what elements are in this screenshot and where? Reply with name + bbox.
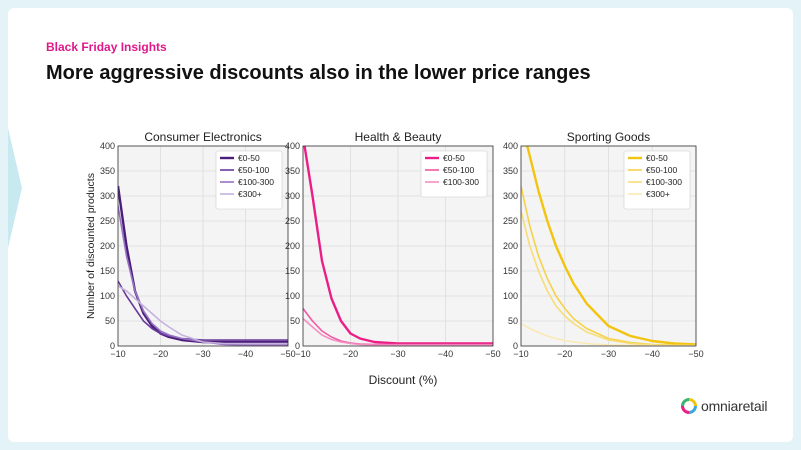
slide-title: More aggressive discounts also in the lo… <box>46 62 591 84</box>
y-tick-label: 400 <box>285 141 300 151</box>
series-line <box>118 280 288 341</box>
y-tick-label: 200 <box>100 241 115 251</box>
series-line <box>521 322 696 346</box>
series-line <box>303 146 493 345</box>
x-tick-label: −10 <box>110 349 125 359</box>
x-tick-label: −20 <box>557 349 572 359</box>
series-group <box>303 146 493 346</box>
y-tick-label: 50 <box>290 316 300 326</box>
series-line <box>118 205 288 346</box>
legend-label: €0-50 <box>238 153 260 163</box>
series-group <box>118 185 288 346</box>
legend-label: €0-50 <box>443 153 465 163</box>
x-tick-label: −40 <box>438 349 453 359</box>
chart-panel <box>117 145 289 347</box>
legend-label: €100-300 <box>443 177 479 187</box>
y-tick-label: 150 <box>503 266 518 276</box>
y-tick-label: 300 <box>503 191 518 201</box>
series-line <box>118 285 288 345</box>
y-tick-label: 250 <box>503 216 518 226</box>
legend-label: €50-100 <box>238 165 269 175</box>
x-tick-label: −50 <box>688 349 703 359</box>
y-tick-label: 350 <box>100 166 115 176</box>
x-tick-label: −40 <box>238 349 253 359</box>
plot-frame <box>302 145 494 347</box>
plot-frame <box>520 145 697 347</box>
panel-title: Consumer Electronics <box>144 130 261 144</box>
x-tick-label: −10 <box>295 349 310 359</box>
chart-panel <box>302 145 494 347</box>
y-axis-label: Number of discounted products <box>85 173 97 319</box>
y-tick-label: 50 <box>508 316 518 326</box>
x-tick-label: −30 <box>601 349 616 359</box>
panel-title: Health & Beauty <box>355 130 442 144</box>
x-tick-label: −30 <box>390 349 405 359</box>
y-tick-label: 100 <box>503 291 518 301</box>
y-tick-label: 0 <box>110 341 115 351</box>
y-tick-label: 150 <box>100 266 115 276</box>
chart-panel <box>520 145 697 347</box>
y-tick-label: 400 <box>503 141 518 151</box>
brand-logo-text: omniaretail <box>701 398 768 414</box>
series-line <box>303 317 493 346</box>
omniaretail-logo-icon <box>681 398 697 414</box>
x-tick-label: −40 <box>645 349 660 359</box>
legend-label: €100-300 <box>646 177 682 187</box>
series-group <box>521 146 696 346</box>
x-tick-label: −50 <box>280 349 295 359</box>
y-tick-label: 150 <box>285 266 300 276</box>
x-tick-label: −10 <box>513 349 528 359</box>
y-tick-label: 350 <box>503 166 518 176</box>
x-tick-label: −30 <box>195 349 210 359</box>
x-tick-label: −20 <box>343 349 358 359</box>
decorative-corner <box>8 128 22 248</box>
y-tick-label: 400 <box>100 141 115 151</box>
y-tick-label: 300 <box>100 191 115 201</box>
y-tick-label: 0 <box>295 341 300 351</box>
y-tick-label: 250 <box>100 216 115 226</box>
legend-box <box>420 150 488 198</box>
legend-label: €50-100 <box>443 165 474 175</box>
legend-label: €50-100 <box>646 165 677 175</box>
legend-label: €0-50 <box>646 153 668 163</box>
x-axis-label: Discount (%) <box>369 373 438 387</box>
legend-label: €300+ <box>238 189 262 199</box>
y-tick-label: 100 <box>285 291 300 301</box>
x-tick-label: −20 <box>153 349 168 359</box>
y-tick-label: 0 <box>513 341 518 351</box>
y-tick-label: 200 <box>503 241 518 251</box>
y-tick-label: 200 <box>285 241 300 251</box>
y-tick-label: 100 <box>100 291 115 301</box>
y-tick-label: 50 <box>105 316 115 326</box>
legend-label: €300+ <box>646 189 670 199</box>
x-tick-label: −50 <box>485 349 500 359</box>
y-tick-label: 300 <box>285 191 300 201</box>
legend-label: €100-300 <box>238 177 274 187</box>
panel-title: Sporting Goods <box>567 130 650 144</box>
y-tick-label: 250 <box>285 216 300 226</box>
series-line <box>526 146 696 346</box>
plot-frame <box>117 145 289 347</box>
slide-kicker: Black Friday Insights <box>46 40 167 54</box>
y-tick-label: 350 <box>285 166 300 176</box>
brand-logo: omniaretail <box>681 396 767 416</box>
